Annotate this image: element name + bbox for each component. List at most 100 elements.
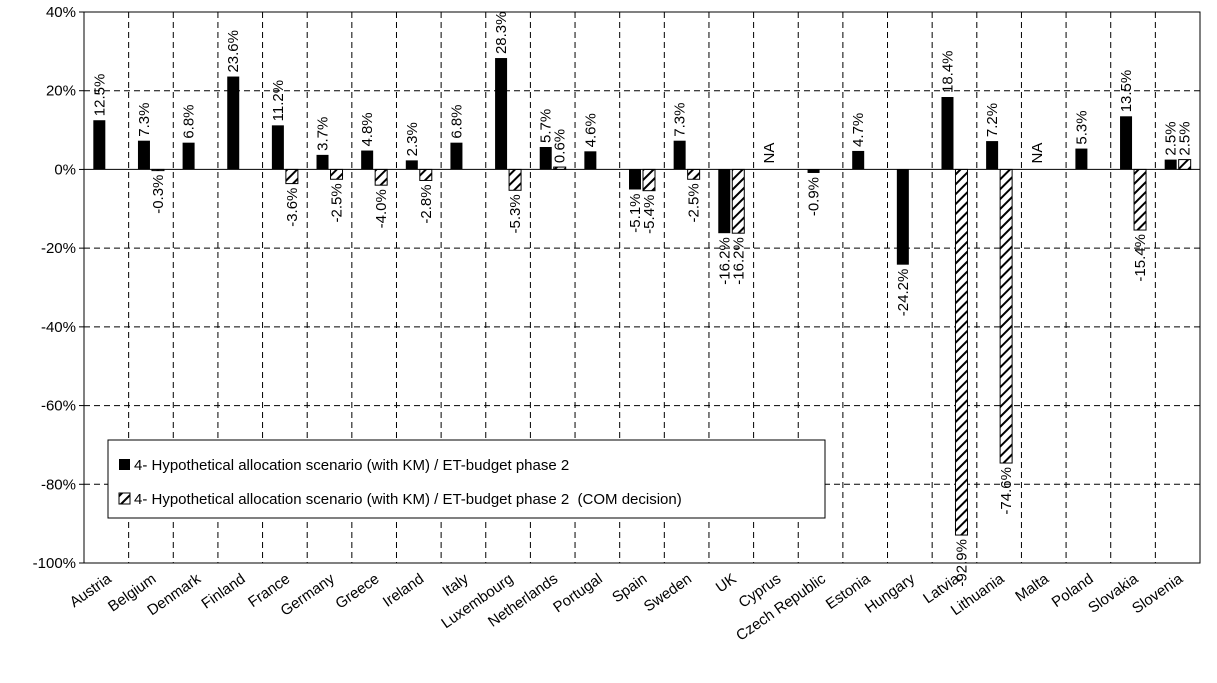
data-label: 28.3% bbox=[493, 12, 510, 55]
data-label: -5.1% bbox=[627, 194, 644, 233]
data-label: -24.2% bbox=[895, 269, 912, 317]
bar-scenario bbox=[1164, 159, 1177, 170]
legend-swatch-series-1 bbox=[119, 459, 130, 470]
data-label: -3.6% bbox=[284, 188, 301, 227]
bar-scenario bbox=[986, 141, 999, 170]
bar-com-decision bbox=[419, 168, 433, 181]
bar-com-decision bbox=[642, 168, 656, 192]
data-label: 6.8% bbox=[181, 104, 198, 138]
data-label: 23.6% bbox=[225, 30, 242, 73]
x-category-label: Slovenia bbox=[1129, 570, 1186, 617]
data-labels: 12.5% 7.3% 6.8% 23.6% 11.2% 3.7% 4.8% 2.3% 6.8% 2… bbox=[91, 12, 1193, 587]
bar-com-decision bbox=[999, 168, 1013, 464]
bar-com-decision bbox=[330, 168, 344, 180]
gridlines bbox=[84, 12, 1200, 563]
bar-scenario bbox=[718, 169, 731, 234]
bar-scenario bbox=[1075, 148, 1088, 170]
data-label: 7.3% bbox=[136, 102, 153, 136]
x-category-label: Finland bbox=[198, 570, 248, 612]
bar-scenario bbox=[93, 120, 106, 170]
bar-scenario bbox=[182, 142, 195, 170]
y-tick-label: 20% bbox=[46, 83, 76, 100]
data-label: -74.6% bbox=[998, 467, 1015, 515]
bar-scenario bbox=[137, 140, 150, 170]
data-label: 13.5% bbox=[1118, 70, 1135, 113]
bar-com-decision bbox=[687, 168, 701, 180]
bar-com-decision bbox=[1178, 159, 1192, 170]
data-label: -4.0% bbox=[373, 189, 390, 228]
data-label: NA bbox=[761, 143, 778, 164]
bar-scenario bbox=[896, 169, 909, 265]
x-category-label: Hungary bbox=[862, 570, 919, 617]
x-category-label: UK bbox=[713, 570, 740, 596]
bar-com-decision bbox=[731, 168, 745, 234]
data-label: -2.5% bbox=[686, 183, 703, 222]
bar-com-decision bbox=[374, 168, 388, 186]
data-label: 3.7% bbox=[315, 117, 332, 151]
bar-scenario bbox=[271, 125, 284, 170]
data-label: 0.6% bbox=[552, 129, 569, 163]
x-category-label: Portugal bbox=[550, 570, 606, 616]
data-label: 4.7% bbox=[850, 113, 867, 147]
axes: -100%-80%-60%-40%-20%0%20%40%AustriaBelg… bbox=[33, 4, 1201, 645]
data-label: 4.8% bbox=[359, 112, 376, 146]
y-tick-label: -80% bbox=[41, 476, 76, 493]
x-category-label: Sweden bbox=[641, 570, 695, 615]
x-category-label: Malta bbox=[1012, 570, 1052, 605]
data-label: -0.9% bbox=[806, 177, 823, 216]
y-tick-label: 40% bbox=[46, 4, 76, 21]
data-label: 18.4% bbox=[939, 50, 956, 93]
data-label: -5.4% bbox=[641, 195, 658, 234]
bar-com-decision bbox=[508, 168, 522, 191]
data-label: 4.6% bbox=[582, 113, 599, 147]
y-tick-label: -40% bbox=[41, 319, 76, 336]
legend-label-series-2: 4- Hypothetical allocation scenario (wit… bbox=[134, 491, 682, 508]
legend-box bbox=[107, 439, 826, 519]
bar-scenario bbox=[629, 169, 641, 190]
data-label: 2.3% bbox=[404, 122, 421, 156]
bar-com-decision bbox=[1133, 168, 1147, 231]
bar-scenario bbox=[316, 154, 329, 170]
bar-scenario bbox=[227, 76, 240, 170]
bar-scenario bbox=[941, 97, 954, 170]
y-tick-label: -20% bbox=[41, 240, 76, 257]
data-label: -15.4% bbox=[1132, 234, 1149, 282]
bar-com-decision bbox=[285, 168, 299, 185]
data-label: -16.2% bbox=[716, 237, 733, 285]
data-label: 2.5% bbox=[1177, 121, 1194, 155]
bar-scenario bbox=[495, 58, 508, 170]
bar-scenario bbox=[1120, 116, 1133, 170]
legend: 4- Hypothetical allocation scenario (wit… bbox=[107, 439, 826, 519]
data-label: -92.9% bbox=[953, 539, 970, 587]
data-label: -16.2% bbox=[730, 237, 747, 285]
legend-swatch-series-2 bbox=[118, 492, 131, 505]
bar-scenario bbox=[584, 151, 597, 170]
bar-scenario bbox=[450, 142, 463, 170]
y-tick-label: -60% bbox=[41, 398, 76, 415]
data-label: -2.5% bbox=[329, 183, 346, 222]
data-label: 7.2% bbox=[984, 103, 1001, 137]
data-label: 5.3% bbox=[1073, 110, 1090, 144]
bar-scenario bbox=[852, 150, 865, 170]
data-label: 5.7% bbox=[538, 109, 555, 143]
data-label: -2.8% bbox=[418, 184, 435, 223]
y-tick-label: -100% bbox=[33, 555, 76, 572]
x-category-label: Greece bbox=[332, 570, 382, 612]
plot-area-border bbox=[83, 11, 1201, 564]
y-tick-label: 0% bbox=[54, 161, 76, 178]
x-category-label: Italy bbox=[439, 570, 472, 600]
bar-scenario bbox=[673, 140, 686, 170]
bars bbox=[93, 58, 1192, 536]
bar-scenario bbox=[405, 160, 418, 170]
data-label: -5.3% bbox=[507, 194, 524, 233]
data-label: 11.2% bbox=[270, 80, 287, 121]
x-category-label: Ireland bbox=[380, 570, 427, 610]
legend-label-series-1: 4- Hypothetical allocation scenario (wit… bbox=[134, 457, 569, 474]
data-label: NA bbox=[1029, 143, 1046, 164]
data-label: 6.8% bbox=[448, 104, 465, 138]
bar-scenario bbox=[361, 150, 374, 170]
data-label: 2.5% bbox=[1163, 121, 1180, 155]
data-label: 7.3% bbox=[672, 102, 689, 136]
bar-scenario bbox=[539, 146, 552, 170]
data-label: -0.3% bbox=[150, 175, 167, 214]
